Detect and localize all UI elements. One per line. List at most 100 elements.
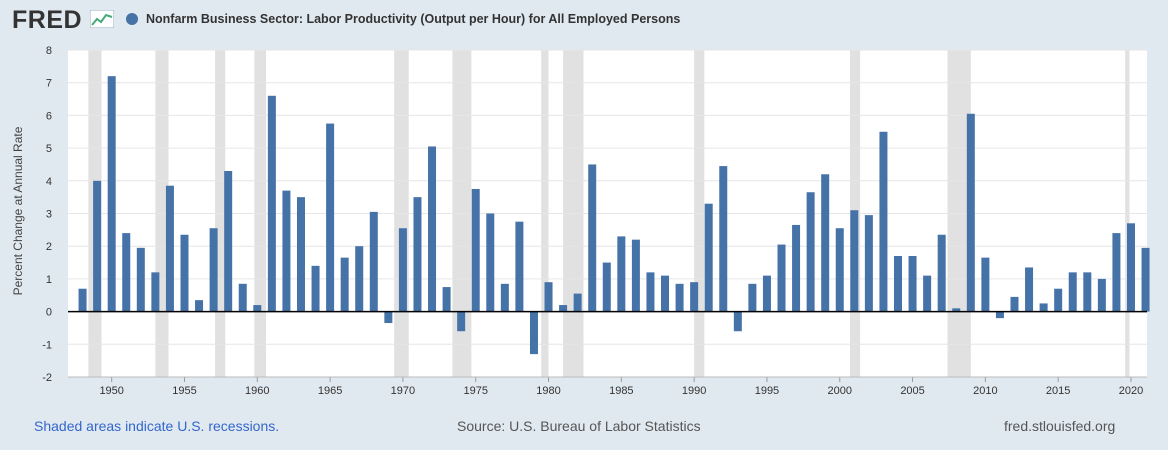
x-tick-label: 1955	[172, 385, 196, 397]
bar-2013	[1025, 267, 1034, 312]
header: FRED Nonfarm Business Sector: Labor Prod…	[0, 0, 1168, 40]
x-tick-label: 2015	[1046, 385, 1070, 397]
bar-1969	[384, 311, 393, 324]
bar-1950	[107, 76, 116, 312]
bar-1973	[442, 287, 451, 312]
y-tick-label: -2	[42, 372, 52, 384]
bar-1989	[675, 283, 684, 312]
x-tick-label: 2000	[828, 385, 852, 397]
bar-2003	[879, 131, 888, 312]
bar-1952	[136, 247, 145, 312]
bar-2001	[850, 210, 859, 312]
bar-1987	[646, 272, 655, 312]
bar-1971	[413, 197, 422, 312]
site-link[interactable]: fred.stlouisfed.org	[1004, 418, 1116, 434]
bar-1972	[428, 146, 437, 312]
bar-1965	[326, 123, 335, 312]
bar-1994	[748, 283, 757, 312]
bar-1963	[296, 197, 305, 312]
fred-logo-chart-icon	[90, 10, 114, 28]
bar-2012	[1010, 296, 1019, 312]
bar-2011	[995, 311, 1004, 319]
bar-1956	[195, 300, 204, 312]
fred-logo[interactable]: FRED	[12, 6, 83, 34]
bar-2021	[1141, 247, 1150, 312]
y-tick-label: 5	[46, 143, 52, 155]
bar-1975	[471, 188, 480, 312]
bar-1982	[573, 293, 582, 312]
recession-note: Shaded areas indicate U.S. recessions.	[34, 418, 280, 434]
x-tick-label: 1970	[391, 385, 415, 397]
source-note: Source: U.S. Bureau of Labor Statistics	[457, 418, 701, 434]
bar-1966	[340, 257, 349, 312]
y-axis-label: Percent Change at Annual Rate	[11, 126, 25, 295]
bar-1951	[122, 233, 131, 312]
bar-2010	[981, 257, 990, 312]
x-tick-label: 1985	[609, 385, 633, 397]
bar-2008	[952, 308, 961, 312]
bar-1970	[398, 228, 407, 312]
y-tick-label: 2	[46, 241, 52, 253]
y-tick-label: 3	[46, 209, 52, 221]
legend-series-marker	[126, 13, 138, 25]
x-tick-label: 2020	[1119, 385, 1143, 397]
bar-1990	[690, 282, 699, 312]
legend: Nonfarm Business Sector: Labor Productiv…	[126, 12, 680, 26]
x-tick-label: 1980	[536, 385, 560, 397]
axes: -2 -1 0 1 2 3 4 5 6 7 8 1950 1955 1960 1965 1970 1975 198…	[42, 45, 1147, 397]
chart: -2 -1 0 1 2 3 4 5 6 7 8 1950 1955 1960 1965 1970 1975 198…	[11, 45, 1150, 397]
bar-2018	[1097, 278, 1106, 312]
bar-1974	[457, 311, 466, 332]
y-tick-label: 0	[46, 307, 52, 319]
bar-1977	[500, 283, 509, 312]
y-tick-label: 6	[46, 110, 52, 122]
y-tick-label: 1	[46, 274, 52, 286]
bar-2006	[923, 275, 932, 312]
bar-1998	[806, 192, 815, 312]
bar-1978	[515, 221, 524, 312]
bar-1980	[544, 282, 553, 312]
bar-1961	[267, 95, 276, 312]
x-tick-label: 2010	[973, 385, 997, 397]
bar-1995	[762, 275, 771, 312]
bar-1997	[792, 224, 801, 312]
bar-2016	[1068, 272, 1077, 312]
series-title: Nonfarm Business Sector: Labor Productiv…	[146, 12, 681, 26]
bar-1983	[588, 164, 597, 312]
bar-1953	[151, 272, 160, 312]
bar-2009	[966, 113, 975, 312]
bar-1993	[733, 311, 742, 332]
bar-1967	[355, 246, 364, 312]
bar-1949	[93, 180, 102, 312]
bar-1964	[311, 265, 320, 312]
bar-2002	[864, 215, 873, 312]
bar-1988	[661, 275, 670, 312]
bar-2017	[1083, 272, 1092, 312]
bar-1955	[180, 234, 189, 312]
bar-1985	[617, 236, 626, 312]
bar-1991	[704, 203, 713, 312]
x-tick-label: 1995	[755, 385, 779, 397]
bar-1979	[529, 311, 538, 355]
y-tick-label: 4	[46, 176, 52, 188]
y-tick-label: 8	[46, 45, 52, 57]
x-tick-label: 1975	[463, 385, 487, 397]
bar-1984	[602, 262, 611, 312]
x-tick-label: 1965	[318, 385, 342, 397]
bar-1968	[369, 211, 378, 312]
x-tick-label: 1950	[99, 385, 123, 397]
bar-1996	[777, 244, 786, 312]
bar-1986	[631, 239, 640, 312]
bar-2019	[1112, 233, 1121, 312]
bar-2015	[1054, 288, 1063, 312]
y-tick-label: 7	[46, 78, 52, 90]
x-tick-label: 1960	[245, 385, 269, 397]
x-tick-label: 2005	[900, 385, 924, 397]
bar-2014	[1039, 303, 1048, 312]
bar-1959	[238, 283, 247, 312]
bar-1954	[165, 185, 174, 312]
bar-2007	[937, 234, 946, 312]
bar-2000	[835, 228, 844, 312]
bar-1960	[253, 305, 262, 312]
bar-1957	[209, 228, 218, 312]
